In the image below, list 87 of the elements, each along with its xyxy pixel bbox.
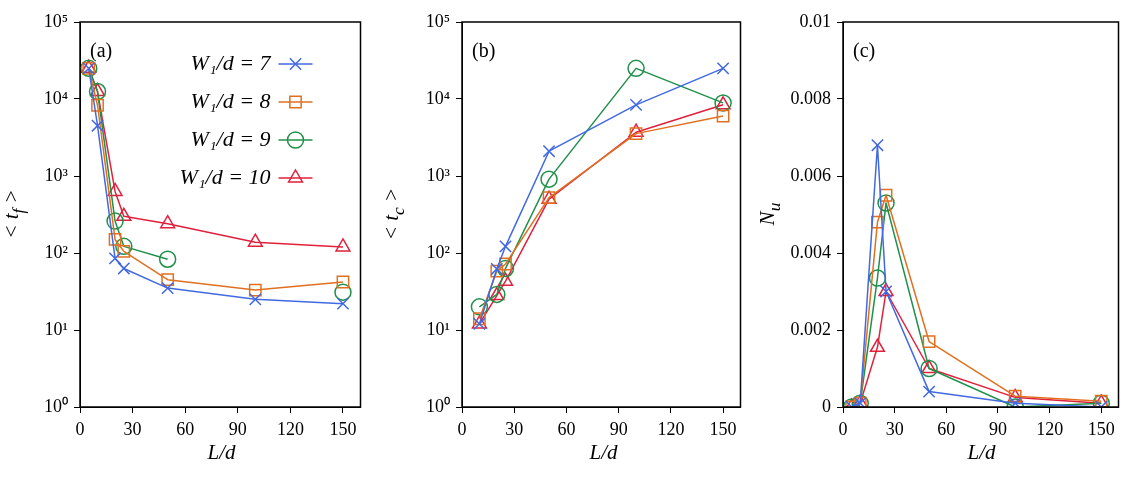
point <box>335 238 351 252</box>
point <box>117 262 131 275</box>
legend-label: W₁/d = 8 <box>190 87 271 113</box>
point <box>91 119 104 133</box>
point <box>499 239 512 253</box>
point <box>868 269 887 287</box>
x-tick-label: 90 <box>988 418 1007 439</box>
y-tick-label: 10³ <box>44 164 69 185</box>
y-tick-label: 10⁵ <box>43 10 68 31</box>
x-tick-label: 60 <box>176 418 195 439</box>
x-tick-label: 90 <box>609 418 628 439</box>
x-axis-title: L/d <box>207 440 236 465</box>
point <box>716 109 730 123</box>
x-tick-label: 60 <box>557 418 576 439</box>
x-tick-label: 30 <box>885 418 904 439</box>
y-tick-label: 0.008 <box>790 87 831 108</box>
y-tick-label: 10⁰ <box>44 395 68 416</box>
x-tick-label: 150 <box>709 418 737 439</box>
point <box>470 298 489 316</box>
point <box>497 272 514 286</box>
x-tick-label: 0 <box>457 418 467 439</box>
annotation: (c) <box>853 39 876 63</box>
point <box>628 123 644 137</box>
legend-label: W₁/d = 10 <box>179 163 271 189</box>
point <box>88 82 107 101</box>
x-tick-label: 0 <box>838 418 848 439</box>
y-tick-label: 0.004 <box>790 241 831 262</box>
y-tick-label: 0.01 <box>799 10 831 31</box>
annotation: (b) <box>472 39 496 63</box>
point <box>116 207 132 222</box>
point <box>161 273 175 287</box>
point <box>161 281 175 295</box>
y-tick-label: 10³ <box>426 164 451 185</box>
x-tick-label: 0 <box>75 418 85 439</box>
y-tick-label: 0 <box>822 395 831 416</box>
y-tick-label: 10⁴ <box>43 87 68 108</box>
x-tick-label: 30 <box>505 418 524 439</box>
x-tick-label: 120 <box>657 418 685 439</box>
x-tick-label: 150 <box>329 418 357 439</box>
point <box>334 283 352 301</box>
point <box>108 233 122 246</box>
y-tick-label: 10⁵ <box>425 10 450 31</box>
y-tick-label: 10² <box>44 241 68 262</box>
point <box>91 98 104 112</box>
y-tick-label: 0.006 <box>790 164 831 185</box>
x-tick-label: 60 <box>937 418 956 439</box>
point <box>115 237 133 256</box>
legend-label: W₁/d = 7 <box>190 49 272 75</box>
point <box>248 283 262 297</box>
point <box>921 359 937 374</box>
x-tick-label: 150 <box>1087 418 1115 439</box>
annotation: (a) <box>90 39 113 63</box>
point <box>107 182 123 197</box>
point <box>542 144 556 158</box>
x-tick-label: 120 <box>276 418 304 439</box>
point <box>108 252 122 265</box>
y-tick-label: 10⁴ <box>425 87 450 108</box>
point <box>540 170 558 188</box>
point <box>627 59 645 78</box>
point <box>716 61 730 75</box>
point <box>871 215 884 229</box>
point <box>629 98 643 112</box>
point <box>248 292 262 306</box>
x-axis-title: L/d <box>967 440 996 465</box>
x-tick-label: 30 <box>123 418 142 439</box>
x-tick-label: 120 <box>1036 418 1064 439</box>
y-tick-label: 0.002 <box>790 318 831 339</box>
y-tick-label: 10¹ <box>426 318 450 339</box>
y-tick-label: 10⁰ <box>426 395 450 416</box>
point <box>877 194 895 212</box>
point <box>336 275 350 289</box>
point <box>629 127 643 141</box>
point <box>247 233 263 247</box>
point <box>117 244 131 258</box>
point <box>336 297 350 311</box>
point <box>869 338 886 353</box>
point <box>89 82 106 97</box>
x-axis-title: L/d <box>589 440 618 465</box>
point <box>871 138 884 152</box>
point <box>106 212 124 230</box>
legend-label: W₁/d = 9 <box>190 125 271 151</box>
x-tick-label: 90 <box>228 418 247 439</box>
point <box>159 214 176 229</box>
point <box>922 335 936 348</box>
point <box>158 250 177 268</box>
y-tick-label: 10² <box>426 241 450 262</box>
y-tick-label: 10¹ <box>44 318 68 339</box>
